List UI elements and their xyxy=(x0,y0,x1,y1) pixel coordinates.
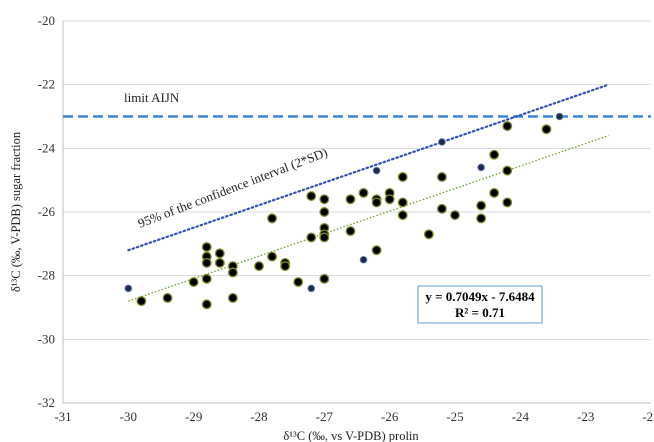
x-axis-title: δ¹³C (‰, vs V-PDB) prolin xyxy=(283,429,419,442)
data-point-outlier xyxy=(555,112,564,121)
x-tick-label: -24 xyxy=(512,409,530,424)
data-point xyxy=(502,165,513,176)
data-point xyxy=(267,251,278,262)
data-point xyxy=(450,210,460,221)
data-point-outlier xyxy=(307,284,316,293)
data-point xyxy=(227,267,238,278)
data-point xyxy=(319,232,330,243)
data-point xyxy=(319,194,330,205)
data-point xyxy=(502,121,513,132)
x-tick-label: -27 xyxy=(316,409,334,424)
data-point xyxy=(358,187,369,198)
grid xyxy=(63,20,651,340)
y-tick-label: -20 xyxy=(38,13,55,28)
data-point xyxy=(397,210,408,221)
x-tick-label: -30 xyxy=(120,409,137,424)
data-point xyxy=(201,273,212,284)
data-point xyxy=(397,172,408,182)
data-point xyxy=(319,207,330,217)
confidence-line-label: 95% of the confidence interval (2*SD) xyxy=(136,144,330,230)
data-point xyxy=(227,293,238,303)
data-point xyxy=(162,293,173,303)
data-point xyxy=(371,245,382,256)
data-point-outlier xyxy=(359,255,368,264)
y-tick-label: -22 xyxy=(38,77,55,92)
y-axis-title: δ¹³C (‰, V-PDB) sugar fraction xyxy=(9,131,23,292)
equation-line-2: R² = 0.71 xyxy=(455,305,505,320)
data-point xyxy=(397,197,408,208)
y-tick-label: -30 xyxy=(38,331,55,346)
data-point-outlier xyxy=(372,166,381,175)
data-point xyxy=(306,191,317,202)
data-point xyxy=(293,277,304,287)
data-point xyxy=(319,273,330,284)
data-point xyxy=(436,172,447,182)
x-tick-label: -28 xyxy=(250,409,267,424)
data-point xyxy=(201,299,212,310)
x-tick-label: -31 xyxy=(54,409,71,424)
data-point-outlier xyxy=(477,163,485,172)
equation-line-1: y = 0.7049x - 7.6484 xyxy=(425,289,535,304)
data-point xyxy=(476,200,487,211)
axes xyxy=(62,21,651,404)
data-point xyxy=(201,257,212,268)
data-point xyxy=(267,213,278,224)
y-tick-label: -28 xyxy=(38,268,55,283)
data-point xyxy=(476,213,487,224)
x-tick-label: -22 xyxy=(642,409,654,424)
data-point xyxy=(136,296,147,307)
confidence-line xyxy=(127,83,610,252)
data-point xyxy=(436,203,447,214)
data-point xyxy=(254,261,264,272)
data-point xyxy=(541,124,552,135)
limit-line-label: limit AIJN xyxy=(124,90,180,105)
data-point xyxy=(201,242,212,252)
data-point xyxy=(384,194,395,205)
tick-labels: -32 -30 -28 -26 -24 -22 -20 -31 -30 -29 -28 -27 -26 -… xyxy=(38,13,654,424)
data-point xyxy=(214,257,225,268)
regression-line xyxy=(128,134,609,302)
data-point-outlier xyxy=(438,138,446,146)
data-point xyxy=(423,229,434,240)
data-point xyxy=(345,226,356,237)
data-point xyxy=(345,194,356,205)
x-tick-label: -29 xyxy=(185,409,202,424)
reference-lines xyxy=(63,83,651,302)
x-tick-label: -25 xyxy=(446,409,463,424)
y-tick-label: -32 xyxy=(38,395,55,410)
data-point xyxy=(502,197,513,208)
data-point xyxy=(214,248,225,259)
data-point xyxy=(188,277,199,287)
y-tick-label: -24 xyxy=(38,140,56,155)
data-point xyxy=(280,261,291,272)
data-point xyxy=(489,187,500,198)
x-tick-label: -26 xyxy=(381,409,399,424)
data-point xyxy=(489,149,500,160)
equation-box xyxy=(417,285,543,324)
data-point-outlier xyxy=(124,284,133,293)
data-point xyxy=(306,232,317,243)
x-tick-label: -23 xyxy=(577,409,594,424)
y-tick-label: -26 xyxy=(38,204,56,219)
data-points xyxy=(124,112,564,310)
data-point xyxy=(371,197,382,208)
